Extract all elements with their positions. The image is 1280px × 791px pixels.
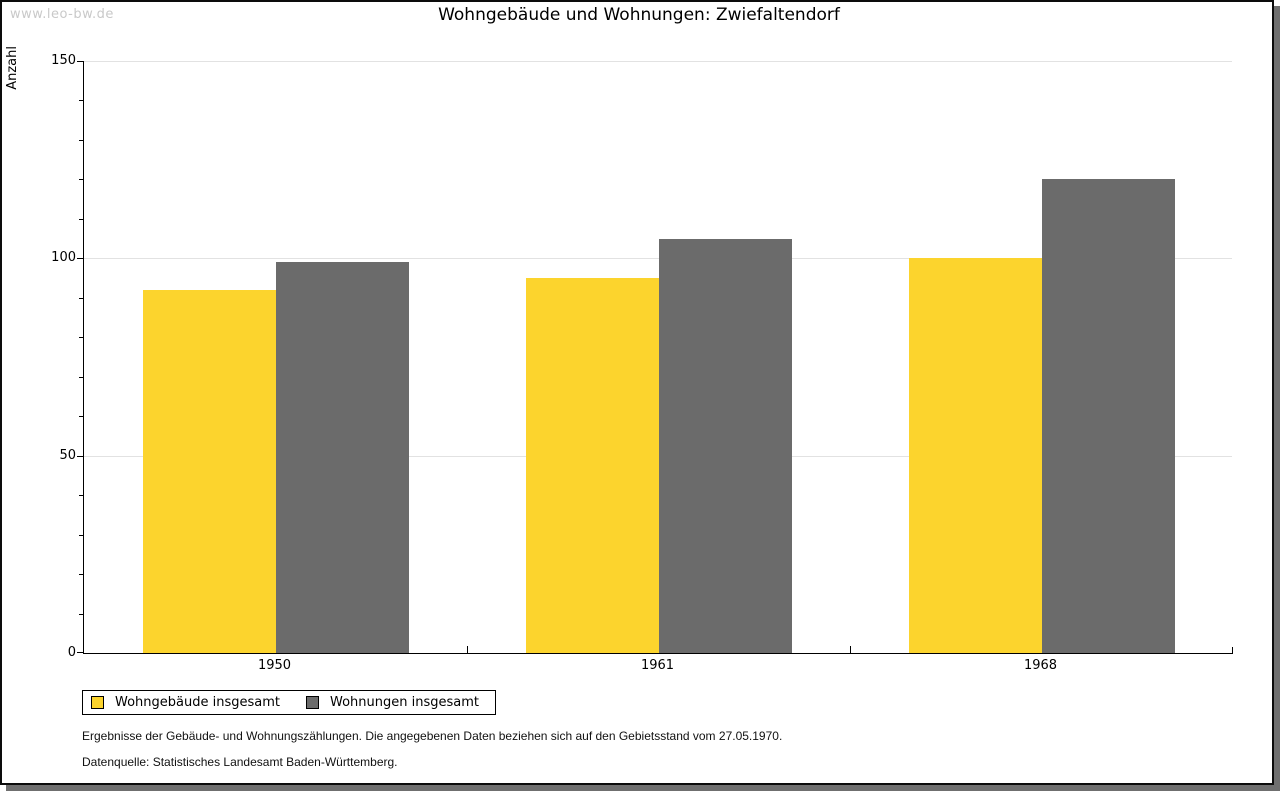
legend-item-2: Wohnungen insgesamt <box>306 695 479 710</box>
bar-1968-series-1 <box>908 258 1042 653</box>
x-axis-separator-tick <box>466 646 468 653</box>
y-major-tick-0 <box>77 652 83 653</box>
y-tick-label-50: 50 <box>59 447 76 463</box>
bar-1961-series-2 <box>658 238 792 653</box>
y-minor-tick-20 <box>79 574 83 576</box>
gridline-y-100 <box>84 258 1232 260</box>
chart-title: Wohngebäude und Wohnungen: Zwiefaltendor… <box>438 5 840 25</box>
gridline-y-150 <box>84 61 1232 62</box>
y-minor-tick-80 <box>79 337 83 339</box>
y-tick-label-100: 100 <box>51 250 76 266</box>
footnote-line-2: Datenquelle: Statistisches Landesamt Bad… <box>82 755 398 769</box>
y-minor-tick-90 <box>79 297 83 299</box>
legend-label: Wohnungen insgesamt <box>330 695 479 710</box>
bar-1961-series-1 <box>525 278 659 653</box>
x-tick-label-1961: 1961 <box>640 658 675 673</box>
legend-item-1: Wohngebäude insgesamt <box>91 695 280 710</box>
x-axis-separator-tick <box>849 646 851 653</box>
y-minor-tick-120 <box>79 179 83 181</box>
legend: Wohngebäude insgesamt Wohnungen insgesamt <box>82 690 496 715</box>
y-minor-tick-110 <box>79 218 83 220</box>
y-major-tick-100 <box>77 258 83 260</box>
bar-1968-series-2 <box>1041 179 1175 653</box>
watermark-text: www.leo-bw.de <box>10 7 114 22</box>
x-axis-end-cap <box>1232 647 1233 653</box>
y-axis-label: Anzahl <box>5 46 20 90</box>
y-tick-label-0: 0 <box>67 645 76 660</box>
plot-area <box>77 61 1233 654</box>
legend-swatch-icon <box>91 696 104 709</box>
y-major-tick-150 <box>77 61 83 62</box>
y-minor-tick-40 <box>79 495 83 497</box>
footnote-line-1: Ergebnisse der Gebäude- und Wohnungszähl… <box>82 729 783 743</box>
bar-1950-series-1 <box>142 289 276 653</box>
y-minor-tick-140 <box>79 100 83 102</box>
y-minor-tick-30 <box>79 534 83 536</box>
y-minor-tick-10 <box>79 613 83 615</box>
bar-1950-series-2 <box>275 262 409 653</box>
y-minor-tick-60 <box>79 416 83 418</box>
x-tick-label-1950: 1950 <box>257 658 292 673</box>
y-major-tick-50 <box>77 455 83 457</box>
y-tick-label-150: 150 <box>51 53 76 68</box>
x-tick-label-1968: 1968 <box>1023 658 1058 673</box>
legend-label: Wohngebäude insgesamt <box>115 695 280 710</box>
y-minor-tick-130 <box>79 139 83 141</box>
y-minor-tick-70 <box>79 376 83 378</box>
legend-swatch-icon <box>306 696 319 709</box>
